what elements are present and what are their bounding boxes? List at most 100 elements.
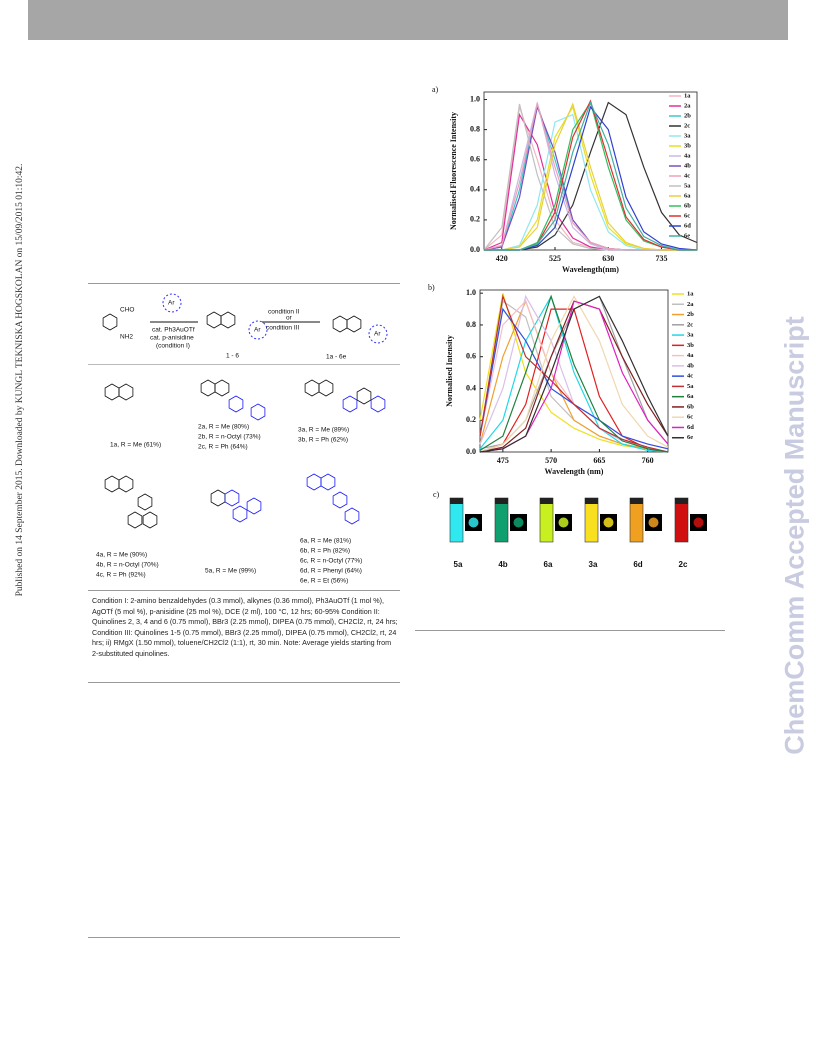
compound-label: 2a, R = Me (80%)	[198, 424, 249, 431]
compound-label: 1a, R = Me (61%)	[110, 442, 161, 449]
series-line	[479, 299, 669, 453]
reagent-label: or	[286, 315, 293, 322]
compound-label: 6e, R = Et (56%)	[300, 578, 348, 585]
rule	[88, 682, 400, 683]
solid-glow	[693, 517, 704, 528]
ring	[104, 475, 120, 493]
series-line	[479, 294, 669, 453]
legend-label: 6d	[687, 424, 694, 431]
legend-label: 6c	[687, 414, 693, 421]
compound-label: 4a, R = Me (90%)	[96, 552, 147, 559]
ring	[304, 379, 320, 397]
legend-label: 6d	[684, 222, 691, 229]
compound-label: 3a, R = Me (89%)	[298, 427, 349, 434]
ring	[332, 491, 348, 509]
y-tick-label: 0.0	[466, 447, 476, 456]
legend-label: 6b	[684, 202, 691, 209]
panel-label: c)	[433, 490, 440, 499]
ring	[356, 387, 372, 405]
rule	[88, 364, 400, 365]
legend-label: 3a	[687, 332, 694, 339]
plot-frame	[483, 91, 698, 251]
vial-cap	[585, 498, 598, 504]
sample-label: 2c	[679, 560, 688, 569]
ring	[220, 311, 236, 329]
legend-label: 5a	[684, 182, 691, 189]
compound-label: 2c, R = Ph (64%)	[198, 444, 248, 451]
reagent-label: CHO	[120, 307, 134, 314]
rule	[88, 590, 400, 591]
series-line	[479, 295, 669, 453]
x-tick-label: 570	[545, 456, 557, 465]
ar-group	[248, 320, 268, 340]
legend-label: 3a	[684, 132, 691, 139]
series-line	[479, 294, 669, 453]
solid-glow	[648, 517, 659, 528]
solid-glow	[603, 517, 614, 528]
ring	[320, 473, 336, 491]
legend-label: 6b	[687, 403, 694, 410]
header-bar	[28, 0, 788, 40]
sample-label: 6d	[633, 560, 642, 569]
ring	[142, 511, 158, 529]
compound-label: 4b, R = n-Octyl (70%)	[96, 562, 159, 569]
rule	[415, 630, 725, 631]
ring	[206, 311, 222, 329]
y-tick-label: 1.0	[470, 94, 480, 103]
x-tick-label: 630	[602, 254, 614, 263]
ring	[102, 313, 118, 331]
ar-group	[162, 293, 182, 313]
solid-glow	[558, 517, 569, 528]
legend-label: 2c	[687, 321, 693, 328]
series-line	[479, 300, 669, 453]
ring	[224, 489, 240, 507]
ring	[342, 395, 358, 413]
reagent-label: Ar	[374, 331, 381, 338]
sample-label: 3a	[589, 560, 598, 569]
legend-label: 2a	[687, 301, 694, 308]
series-line	[479, 295, 669, 453]
y-tick-label: 0.4	[470, 185, 480, 194]
y-tick-label: 0.2	[470, 215, 480, 224]
series-line	[484, 102, 697, 251]
legend-label: 6e	[684, 232, 690, 239]
legend-label: 4c	[687, 373, 693, 380]
ring	[228, 395, 244, 413]
ring	[127, 511, 143, 529]
series-line	[479, 294, 669, 453]
ring	[210, 489, 226, 507]
ring	[370, 395, 386, 413]
ring	[332, 315, 348, 333]
reagent-label: condition II	[268, 309, 300, 316]
series-line	[483, 103, 697, 251]
ring	[250, 403, 266, 421]
legend-label: 6c	[684, 212, 690, 219]
reagent-label: condition III	[266, 325, 299, 332]
reagent-label: cat. p-anisidine	[150, 335, 194, 342]
vial	[674, 497, 689, 543]
legend-label: 2b	[687, 311, 694, 318]
reagent-label: 1 - 6	[226, 353, 239, 360]
legend-label: 5a	[687, 383, 694, 390]
series-line	[484, 100, 697, 251]
scheme-footnote: Condition I: 2-amino benzaldehydes (0.3 …	[92, 596, 398, 658]
legend-label: 6a	[684, 192, 691, 199]
x-tick-label: 475	[497, 456, 509, 465]
legend-label: 4c	[684, 172, 690, 179]
legend-label: 3b	[684, 142, 691, 149]
series-line	[479, 300, 669, 453]
series-line	[479, 300, 669, 453]
vial-cap	[630, 498, 643, 504]
y-tick-label: 0.2	[466, 415, 476, 424]
ring	[318, 379, 334, 397]
y-tick-label: 0.8	[470, 124, 480, 133]
ring	[200, 379, 216, 397]
legend-label: 2b	[684, 112, 691, 119]
ring	[344, 507, 360, 525]
compound-label: 6d, R = Phenyl (64%)	[300, 568, 362, 575]
solid-glow	[513, 517, 524, 528]
y-tick-label: 0.8	[466, 320, 476, 329]
compound-label: 5a, R = Me (99%)	[205, 568, 256, 575]
